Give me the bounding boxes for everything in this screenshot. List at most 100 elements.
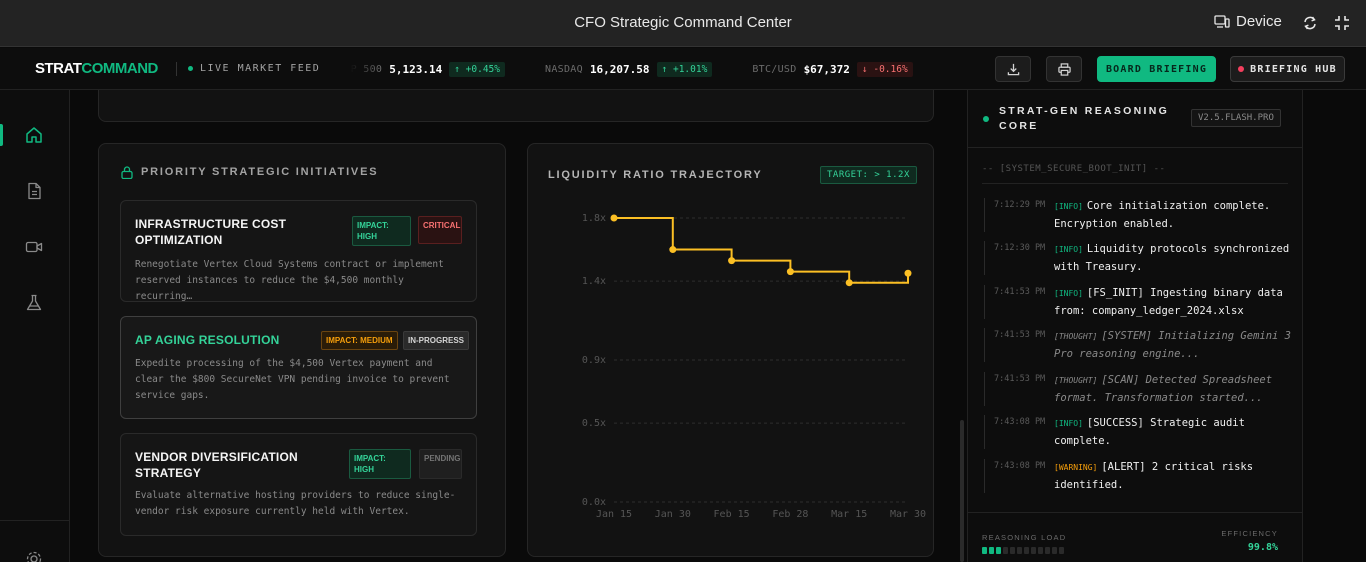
log-level: [INFO] [1054, 289, 1083, 298]
refresh-icon[interactable] [1302, 15, 1318, 31]
initiative-description: Evaluate alternative hosting providers t… [135, 490, 456, 517]
log-message: [INFO] Core initialization complete. Encr… [1054, 198, 1292, 232]
ticker-fade-left [350, 58, 380, 80]
app-header: STRATCOMMAND LIVE MARKET FEED S&P 5005,1… [0, 48, 1366, 90]
y-tick-label: 1.8x [582, 213, 606, 224]
flask-icon[interactable] [25, 294, 43, 312]
ticker-value: $67,372 [803, 62, 850, 76]
initiative-card[interactable]: VENDOR DIVERSIFICATION STRATEGY IMPACT: … [120, 433, 477, 536]
log-timestamp: 7:41:53 PM [994, 287, 1046, 297]
ticker-item: BTC/USD $67,372 ↓ -0.16% [752, 61, 913, 77]
load-segment [1010, 547, 1015, 554]
right-margin [1303, 90, 1366, 562]
download-icon [1007, 63, 1019, 75]
home-icon[interactable] [25, 126, 43, 144]
initiative-name: VENDOR DIVERSIFICATION STRATEGY [135, 450, 298, 480]
log-timestamp: 7:12:29 PM [994, 200, 1046, 210]
data-point[interactable] [610, 214, 618, 222]
reasoning-load-meter [982, 547, 1064, 554]
data-point[interactable] [904, 269, 912, 277]
y-tick-label: 0.9x [582, 355, 606, 366]
log-text: [FS_INIT] Ingesting binary data from: co… [1054, 287, 1283, 317]
x-tick-label: Jan 15 [596, 509, 632, 520]
log-entry: 7:41:53 PM [INFO] [FS_INIT] Ingesting bina… [984, 285, 1288, 319]
data-point[interactable] [728, 257, 736, 265]
load-segment [982, 547, 987, 554]
log-level: [THOUGHT] [1054, 376, 1098, 385]
download-button[interactable] [995, 56, 1031, 82]
impact-badge: IMPACT: HIGH [349, 449, 411, 479]
log-timestamp: 7:43:08 PM [994, 417, 1046, 427]
data-point[interactable] [669, 246, 677, 254]
log-message: [WARNING] [ALERT] 2 critical risks identi… [1054, 459, 1292, 493]
print-button[interactable] [1046, 56, 1082, 82]
log-message: [THOUGHT] [SYSTEM] Initializing Gemini 3 … [1054, 328, 1292, 362]
board-briefing-button[interactable]: BOARD BRIEFING [1097, 56, 1216, 82]
top-panel-partial [98, 90, 934, 122]
briefing-hub-indicator [1238, 66, 1245, 72]
document-icon[interactable] [25, 182, 43, 200]
logo[interactable]: STRATCOMMAND [35, 60, 158, 77]
ticker-change: ↓ -0.16% [856, 61, 913, 77]
logo-strat: STRAT [35, 60, 82, 77]
log-entry: 7:12:30 PM [INFO] Liquidity protocols sync… [984, 241, 1290, 275]
reasoning-core-title: STRAT-GEN REASONING CORE [999, 105, 1170, 132]
briefing-hub-label: BRIEFING HUB [1250, 63, 1337, 75]
data-point[interactable] [845, 279, 853, 287]
lock-icon [121, 166, 133, 179]
briefing-hub-button[interactable]: BRIEFING HUB [1230, 56, 1345, 82]
log-message: [INFO] [FS_INIT] Ingesting binary data fr… [1054, 285, 1292, 319]
header-divider [176, 62, 177, 76]
main-scrollbar[interactable] [960, 420, 964, 562]
boot-line: -- [SYSTEM_SECURE_BOOT_INIT] -- [982, 164, 1288, 184]
reasoning-core-header: STRAT-GEN REASONING CORE V2.5.FLASH.PRO [968, 90, 1304, 148]
reasoning-load-label: REASONING LOAD [982, 533, 1067, 542]
x-tick-label: Mar 30 [890, 509, 926, 520]
sidebar-active-indicator [0, 124, 3, 146]
data-point[interactable] [786, 268, 794, 276]
initiative-name: AP AGING RESOLUTION [135, 333, 280, 347]
ticker-item: NASDAQ 16,207.58 ↑ +1.01% [545, 61, 713, 77]
initiative-description: Expedite processing of the $4,500 Vertex… [135, 358, 450, 401]
ticker-fade-right [910, 58, 940, 80]
log-text: Liquidity protocols synchronized with Tr… [1054, 243, 1290, 273]
load-segment [996, 547, 1001, 554]
series-line [614, 217, 909, 284]
log-level: [WARNING] [1054, 463, 1098, 472]
live-indicator-dot [188, 66, 193, 71]
log-entry: 7:43:08 PM [WARNING] [ALERT] 2 critical ri… [984, 459, 1288, 493]
log-level: [THOUGHT] [1054, 332, 1098, 341]
log-text: Core initialization complete. Encryption… [1054, 200, 1271, 230]
core-status-dot [983, 116, 989, 122]
device-label: Device [1236, 13, 1282, 30]
initiative-description: Renegotiate Vertex Cloud Systems contrac… [135, 259, 444, 302]
device-button[interactable]: Device [1214, 13, 1282, 30]
log-entry: 7:43:08 PM [INFO] [SUCCESS] Strategic audi… [984, 415, 1288, 449]
initiative-card[interactable]: AP AGING RESOLUTION IMPACT: MEDIUM IN-PR… [120, 316, 477, 419]
load-segment [1024, 547, 1029, 554]
ticker-value: 16,207.58 [589, 62, 650, 76]
fullscreen-icon[interactable] [1334, 15, 1350, 31]
efficiency-label: EFFICIENCY [1221, 529, 1278, 538]
logo-command: COMMAND [81, 60, 158, 77]
log-timestamp: 7:41:53 PM [994, 330, 1046, 340]
video-icon[interactable] [25, 238, 43, 256]
impact-badge: IMPACT: HIGH [352, 216, 411, 246]
load-segment [1059, 547, 1064, 554]
ticker-change: ↑ +0.45% [449, 61, 505, 77]
ticker-value: 5,123.14 [389, 62, 443, 76]
status-badge: PENDING [419, 449, 462, 479]
log-entry: 7:12:29 PM [INFO] Core initialization comp… [984, 198, 1288, 232]
device-icon [1214, 14, 1230, 28]
window-titlebar: CFO Strategic Command Center Device [0, 0, 1366, 47]
log-message: [THOUGHT] [SCAN] Detected Spreadsheet for… [1054, 372, 1292, 406]
y-tick-label: 0.0x [582, 497, 606, 508]
initiative-card[interactable]: INFRASTRUCTURE COST OPTIMIZATION IMPACT:… [120, 200, 477, 302]
settings-icon[interactable] [25, 550, 43, 562]
load-segment [1017, 547, 1022, 554]
x-tick-label: Mar 15 [831, 509, 867, 520]
log-level: [INFO] [1054, 202, 1083, 211]
y-tick-label: 0.5x [582, 418, 606, 429]
ticker-symbol: NASDAQ [545, 63, 583, 75]
